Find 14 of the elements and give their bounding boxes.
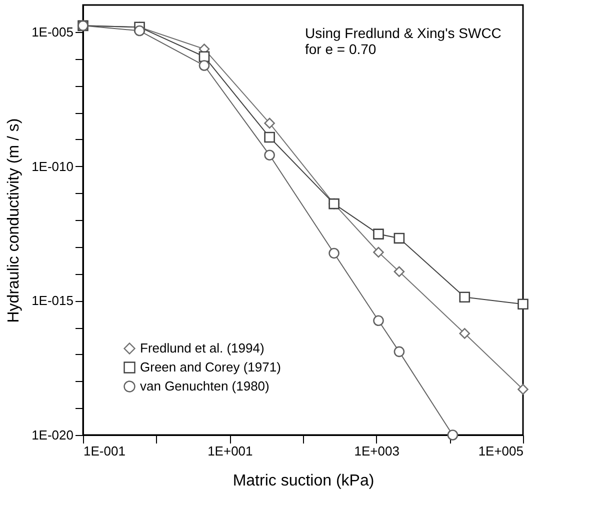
y-axis-title: Hydraulic conductivity (m / s)	[6, 118, 23, 323]
x-tick-label: 1E+003	[354, 444, 400, 458]
annotation: Using Fredlund & Xing's SWCC for e = 0.70	[305, 25, 502, 57]
y-tick-label: 1E-015	[32, 293, 74, 308]
x-tick-label: 1E-001	[84, 444, 126, 458]
y-tick-label: 1E-020	[32, 428, 74, 442]
legend-label: Green and Corey (1971)	[140, 360, 281, 374]
x-tick-label: 1E+005	[478, 444, 524, 458]
x-axis-title: Matric suction (kPa)	[232, 472, 374, 490]
legend-label: van Genuchten (1980)	[140, 378, 270, 394]
x-tick-label: 1E+001	[208, 444, 253, 458]
legend-label: Fredlund et al. (1994)	[140, 340, 264, 356]
y-tick-label: 1E-005	[32, 24, 74, 40]
y-tick-label: 1E-010	[32, 158, 74, 174]
